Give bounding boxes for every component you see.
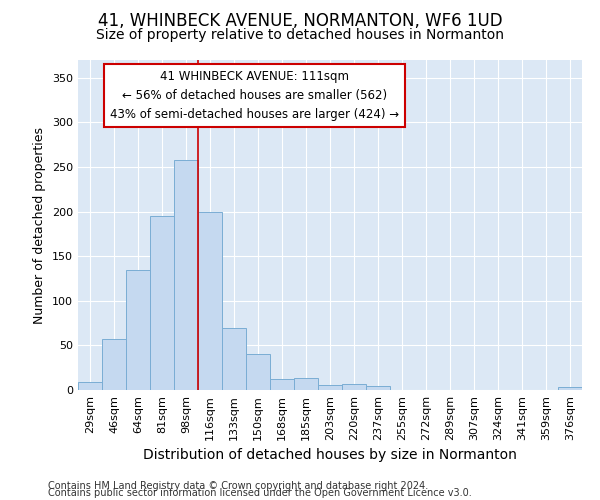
Text: Contains public sector information licensed under the Open Government Licence v3: Contains public sector information licen… <box>48 488 472 498</box>
Bar <box>102 339 126 390</box>
Text: 41 WHINBECK AVENUE: 111sqm
← 56% of detached houses are smaller (562)
43% of sem: 41 WHINBECK AVENUE: 111sqm ← 56% of deta… <box>110 70 399 121</box>
Bar <box>342 384 366 390</box>
Text: Size of property relative to detached houses in Normanton: Size of property relative to detached ho… <box>96 28 504 42</box>
Bar <box>318 384 342 390</box>
Bar <box>294 378 318 390</box>
Bar <box>558 388 582 390</box>
Bar <box>174 160 198 390</box>
Bar <box>78 382 102 390</box>
Text: 41, WHINBECK AVENUE, NORMANTON, WF6 1UD: 41, WHINBECK AVENUE, NORMANTON, WF6 1UD <box>98 12 502 30</box>
Bar <box>270 380 294 390</box>
Bar <box>126 270 150 390</box>
Bar <box>222 328 246 390</box>
Bar <box>366 386 390 390</box>
Text: Contains HM Land Registry data © Crown copyright and database right 2024.: Contains HM Land Registry data © Crown c… <box>48 481 428 491</box>
X-axis label: Distribution of detached houses by size in Normanton: Distribution of detached houses by size … <box>143 448 517 462</box>
Y-axis label: Number of detached properties: Number of detached properties <box>34 126 46 324</box>
Bar <box>150 216 174 390</box>
Bar <box>198 212 222 390</box>
Bar <box>246 354 270 390</box>
